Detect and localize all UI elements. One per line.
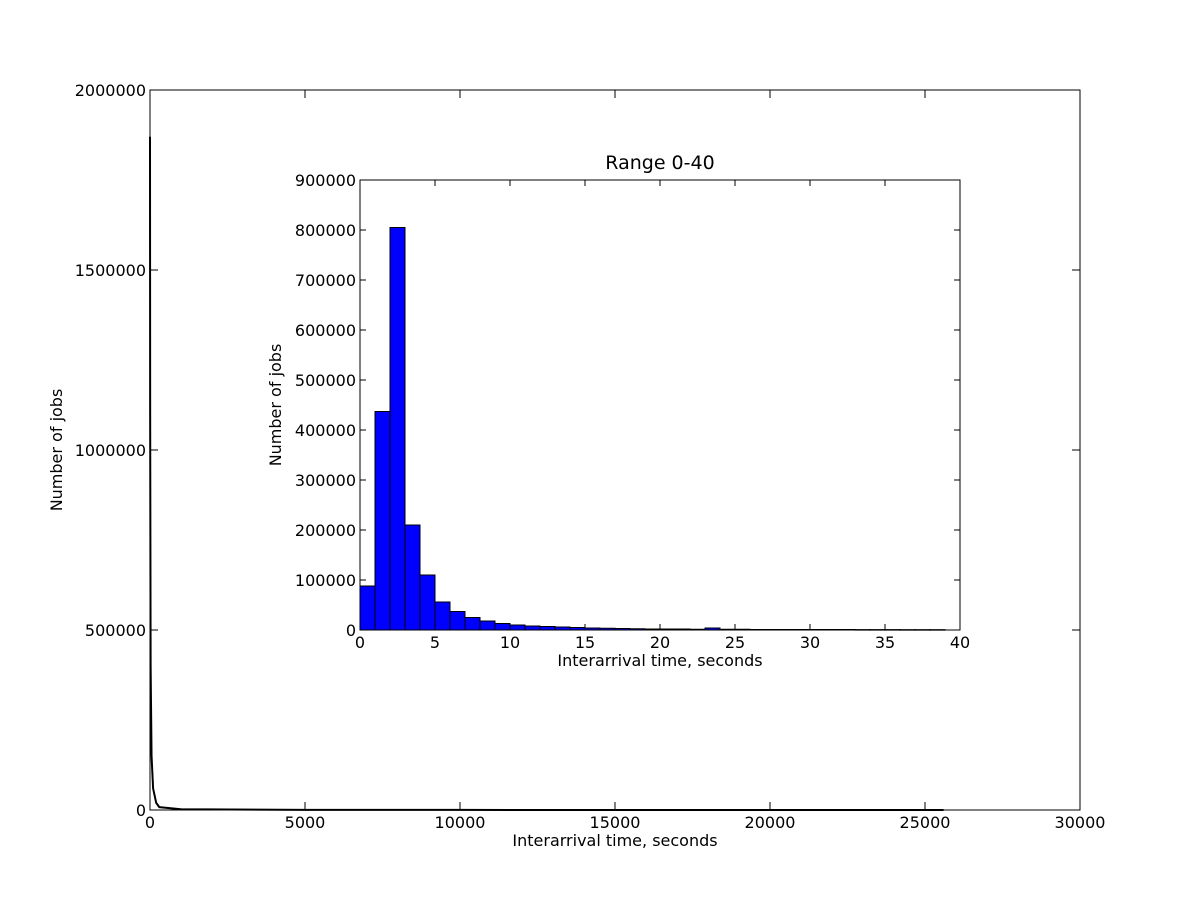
main-ticks: 0 5000 10000 15000 20000 25000 300000500000100…: [75, 81, 1106, 832]
main-x-tick-label: 30000: [1055, 813, 1106, 832]
main-y-tick-label: 1500000: [75, 261, 146, 280]
inset-title: Range 0-40: [605, 152, 714, 174]
inset-histogram-bar: [359, 585, 376, 631]
inset-y-axis-label: Number of jobs: [266, 344, 285, 467]
inset-ticks: 0 5 10 15 20 25 30 35 40 0 100000 200000 300000 40000…: [295, 171, 970, 652]
main-x-axis-label: Interarrival time, seconds: [512, 831, 717, 850]
inset-y-tick-label: 100000: [295, 571, 356, 590]
inset-chart: 0 5 10 15 20 25 30 35 40 0 100000 200000 300000 40000…: [266, 152, 970, 670]
inset-y-tick-label: 800000: [295, 221, 356, 240]
main-y-tick-label: 0: [136, 801, 146, 820]
inset-x-tick-label: 20: [650, 633, 670, 652]
inset-y-tick-label: 900000: [295, 171, 356, 190]
inset-histogram-bar: [404, 524, 421, 631]
inset-histogram-bar: [479, 620, 496, 631]
inset-x-tick-label: 15: [575, 633, 595, 652]
inset-histogram-bar: [524, 625, 541, 631]
inset-y-tick-label: 600000: [295, 321, 356, 340]
main-y-tick-label: 500000: [85, 621, 146, 640]
main-x-tick-label: 0: [145, 813, 155, 832]
inset-histogram-bar: [434, 601, 451, 631]
inset-y-tick-label: 700000: [295, 271, 356, 290]
main-x-tick-label: 15000: [590, 813, 641, 832]
inset-histogram-bar: [374, 411, 391, 631]
inset-x-tick-label: 30: [800, 633, 820, 652]
inset-histogram-bar: [464, 617, 481, 631]
inset-x-axis-label: Interarrival time, seconds: [557, 651, 762, 670]
inset-x-tick-label: 0: [355, 633, 365, 652]
main-chart: 0 5000 10000 15000 20000 25000 300000500000100…: [47, 81, 1105, 850]
main-x-tick-label: 5000: [285, 813, 326, 832]
inset-x-tick-label: 25: [725, 633, 745, 652]
main-y-tick-label: 1000000: [75, 441, 146, 460]
main-x-tick-label: 25000: [900, 813, 951, 832]
main-x-tick-label: 20000: [745, 813, 796, 832]
inset-histogram-bar: [539, 626, 556, 631]
inset-x-tick-label: 5: [430, 633, 440, 652]
inset-y-tick-label: 400000: [295, 421, 356, 440]
inset-x-tick-label: 10: [500, 633, 520, 652]
inset-y-tick-label: 0: [346, 621, 356, 640]
inset-x-tick-label: 35: [875, 633, 895, 652]
inset-y-tick-label: 300000: [295, 471, 356, 490]
main-y-tick-label: 2000000: [75, 81, 146, 100]
inset-histogram-bar: [494, 623, 511, 631]
inset-y-tick-label: 500000: [295, 371, 356, 390]
main-y-axis-label: Number of jobs: [47, 389, 66, 512]
inset-y-tick-label: 200000: [295, 521, 356, 540]
main-x-tick-label: 10000: [435, 813, 486, 832]
inset-histogram-bar: [389, 227, 406, 631]
inset-plot-background: [360, 180, 960, 630]
inset-histogram-bar: [509, 624, 526, 631]
inset-histogram-bar: [419, 574, 436, 631]
inset-x-tick-label: 40: [950, 633, 970, 652]
inset-histogram-bar: [449, 611, 466, 631]
